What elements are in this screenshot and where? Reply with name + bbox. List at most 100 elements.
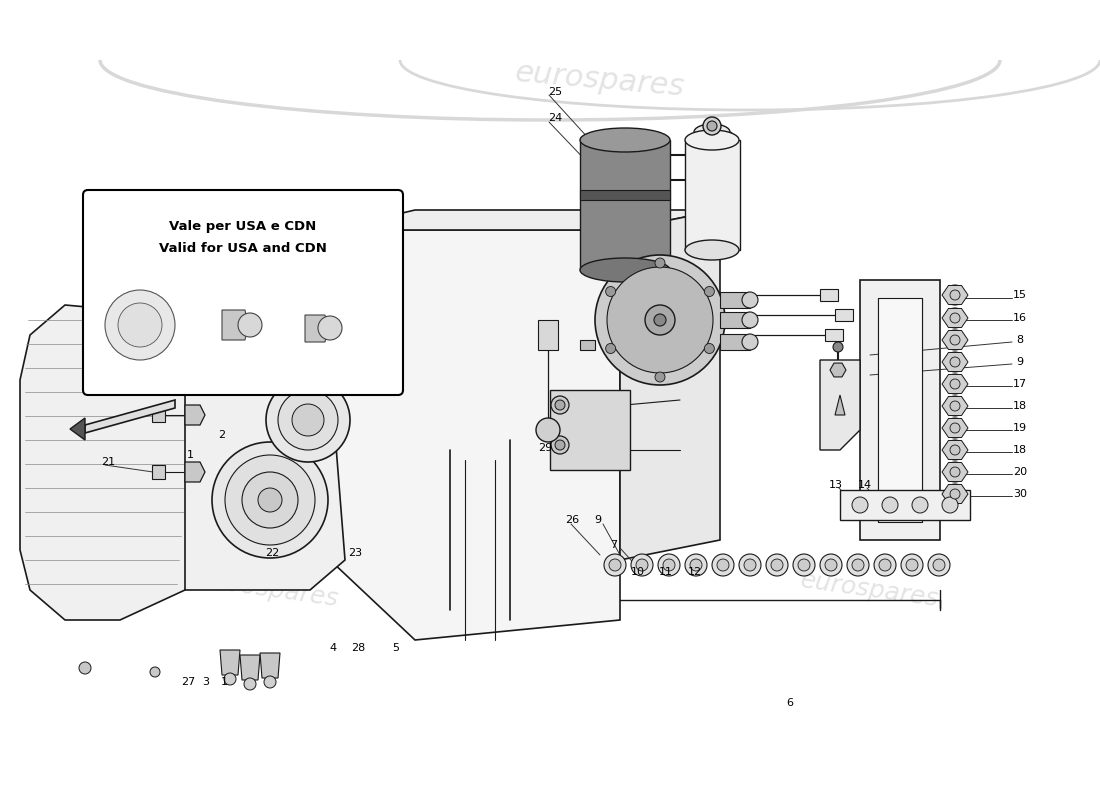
- Circle shape: [663, 559, 675, 571]
- Circle shape: [212, 442, 328, 558]
- Polygon shape: [330, 210, 720, 230]
- Text: 12: 12: [688, 567, 702, 577]
- Polygon shape: [222, 310, 248, 340]
- Polygon shape: [685, 140, 740, 250]
- Circle shape: [945, 352, 965, 372]
- Text: 18: 18: [1013, 445, 1027, 455]
- Circle shape: [950, 445, 960, 455]
- Polygon shape: [942, 485, 968, 503]
- Circle shape: [609, 559, 622, 571]
- Circle shape: [798, 559, 810, 571]
- Text: 3: 3: [202, 677, 209, 687]
- Text: 21: 21: [101, 457, 116, 467]
- Polygon shape: [85, 400, 175, 433]
- Text: 24: 24: [548, 113, 562, 123]
- Ellipse shape: [685, 240, 739, 260]
- Circle shape: [636, 559, 648, 571]
- Circle shape: [654, 258, 666, 268]
- Circle shape: [606, 286, 616, 297]
- Text: 8: 8: [1016, 335, 1024, 345]
- Circle shape: [278, 390, 338, 450]
- Circle shape: [901, 554, 923, 576]
- Ellipse shape: [742, 312, 758, 328]
- Circle shape: [882, 497, 898, 513]
- Circle shape: [950, 313, 960, 323]
- Circle shape: [258, 488, 282, 512]
- Text: 4: 4: [329, 643, 337, 653]
- Text: 17: 17: [1013, 379, 1027, 389]
- Circle shape: [717, 559, 729, 571]
- Ellipse shape: [580, 258, 670, 282]
- Text: 10: 10: [631, 567, 645, 577]
- Polygon shape: [600, 250, 670, 340]
- Polygon shape: [840, 490, 970, 520]
- Circle shape: [744, 559, 756, 571]
- Bar: [538, 320, 558, 350]
- Ellipse shape: [694, 124, 730, 140]
- Text: 6: 6: [786, 698, 793, 708]
- Polygon shape: [152, 465, 165, 479]
- Circle shape: [847, 554, 869, 576]
- Text: eurospares: eurospares: [800, 569, 940, 611]
- Text: 15: 15: [1013, 290, 1027, 300]
- Circle shape: [906, 559, 918, 571]
- Bar: [820, 289, 838, 301]
- Circle shape: [551, 396, 569, 414]
- Ellipse shape: [742, 292, 758, 308]
- Circle shape: [945, 308, 965, 328]
- Polygon shape: [830, 363, 846, 377]
- Circle shape: [874, 554, 896, 576]
- Circle shape: [690, 559, 702, 571]
- Text: 9: 9: [1016, 357, 1024, 367]
- Circle shape: [244, 678, 256, 690]
- Circle shape: [707, 121, 717, 131]
- Text: eurospares: eurospares: [199, 569, 341, 611]
- Polygon shape: [330, 230, 620, 640]
- Polygon shape: [185, 462, 205, 482]
- Circle shape: [595, 255, 725, 385]
- Polygon shape: [20, 305, 214, 620]
- Bar: [825, 329, 843, 341]
- Circle shape: [820, 554, 842, 576]
- Text: 11: 11: [659, 567, 673, 577]
- Circle shape: [766, 554, 788, 576]
- Polygon shape: [942, 462, 968, 482]
- Bar: [580, 190, 670, 200]
- Circle shape: [704, 286, 714, 297]
- Text: 23: 23: [348, 548, 362, 558]
- Circle shape: [712, 554, 734, 576]
- Circle shape: [933, 559, 945, 571]
- Ellipse shape: [742, 334, 758, 350]
- Circle shape: [604, 554, 626, 576]
- Circle shape: [950, 290, 960, 300]
- Circle shape: [950, 357, 960, 367]
- Polygon shape: [185, 350, 345, 590]
- Circle shape: [658, 554, 680, 576]
- Circle shape: [556, 400, 565, 410]
- Text: 14: 14: [858, 480, 872, 490]
- Bar: [720, 292, 750, 308]
- Polygon shape: [835, 395, 845, 415]
- Text: 30: 30: [1013, 489, 1027, 499]
- Circle shape: [238, 313, 262, 337]
- Polygon shape: [152, 408, 165, 422]
- Circle shape: [654, 372, 666, 382]
- Polygon shape: [942, 353, 968, 371]
- Polygon shape: [942, 374, 968, 394]
- Bar: [580, 340, 595, 350]
- Circle shape: [631, 554, 653, 576]
- Polygon shape: [220, 650, 240, 675]
- Polygon shape: [240, 655, 260, 680]
- Text: 22: 22: [265, 548, 279, 558]
- Polygon shape: [620, 210, 721, 560]
- Circle shape: [950, 423, 960, 433]
- Circle shape: [945, 484, 965, 504]
- Text: 9: 9: [594, 515, 602, 525]
- Text: 26: 26: [565, 515, 579, 525]
- Polygon shape: [860, 280, 940, 540]
- Text: 13: 13: [829, 480, 843, 490]
- Text: 18: 18: [1013, 401, 1027, 411]
- Text: 5: 5: [393, 643, 399, 653]
- Polygon shape: [185, 405, 205, 425]
- Circle shape: [950, 401, 960, 411]
